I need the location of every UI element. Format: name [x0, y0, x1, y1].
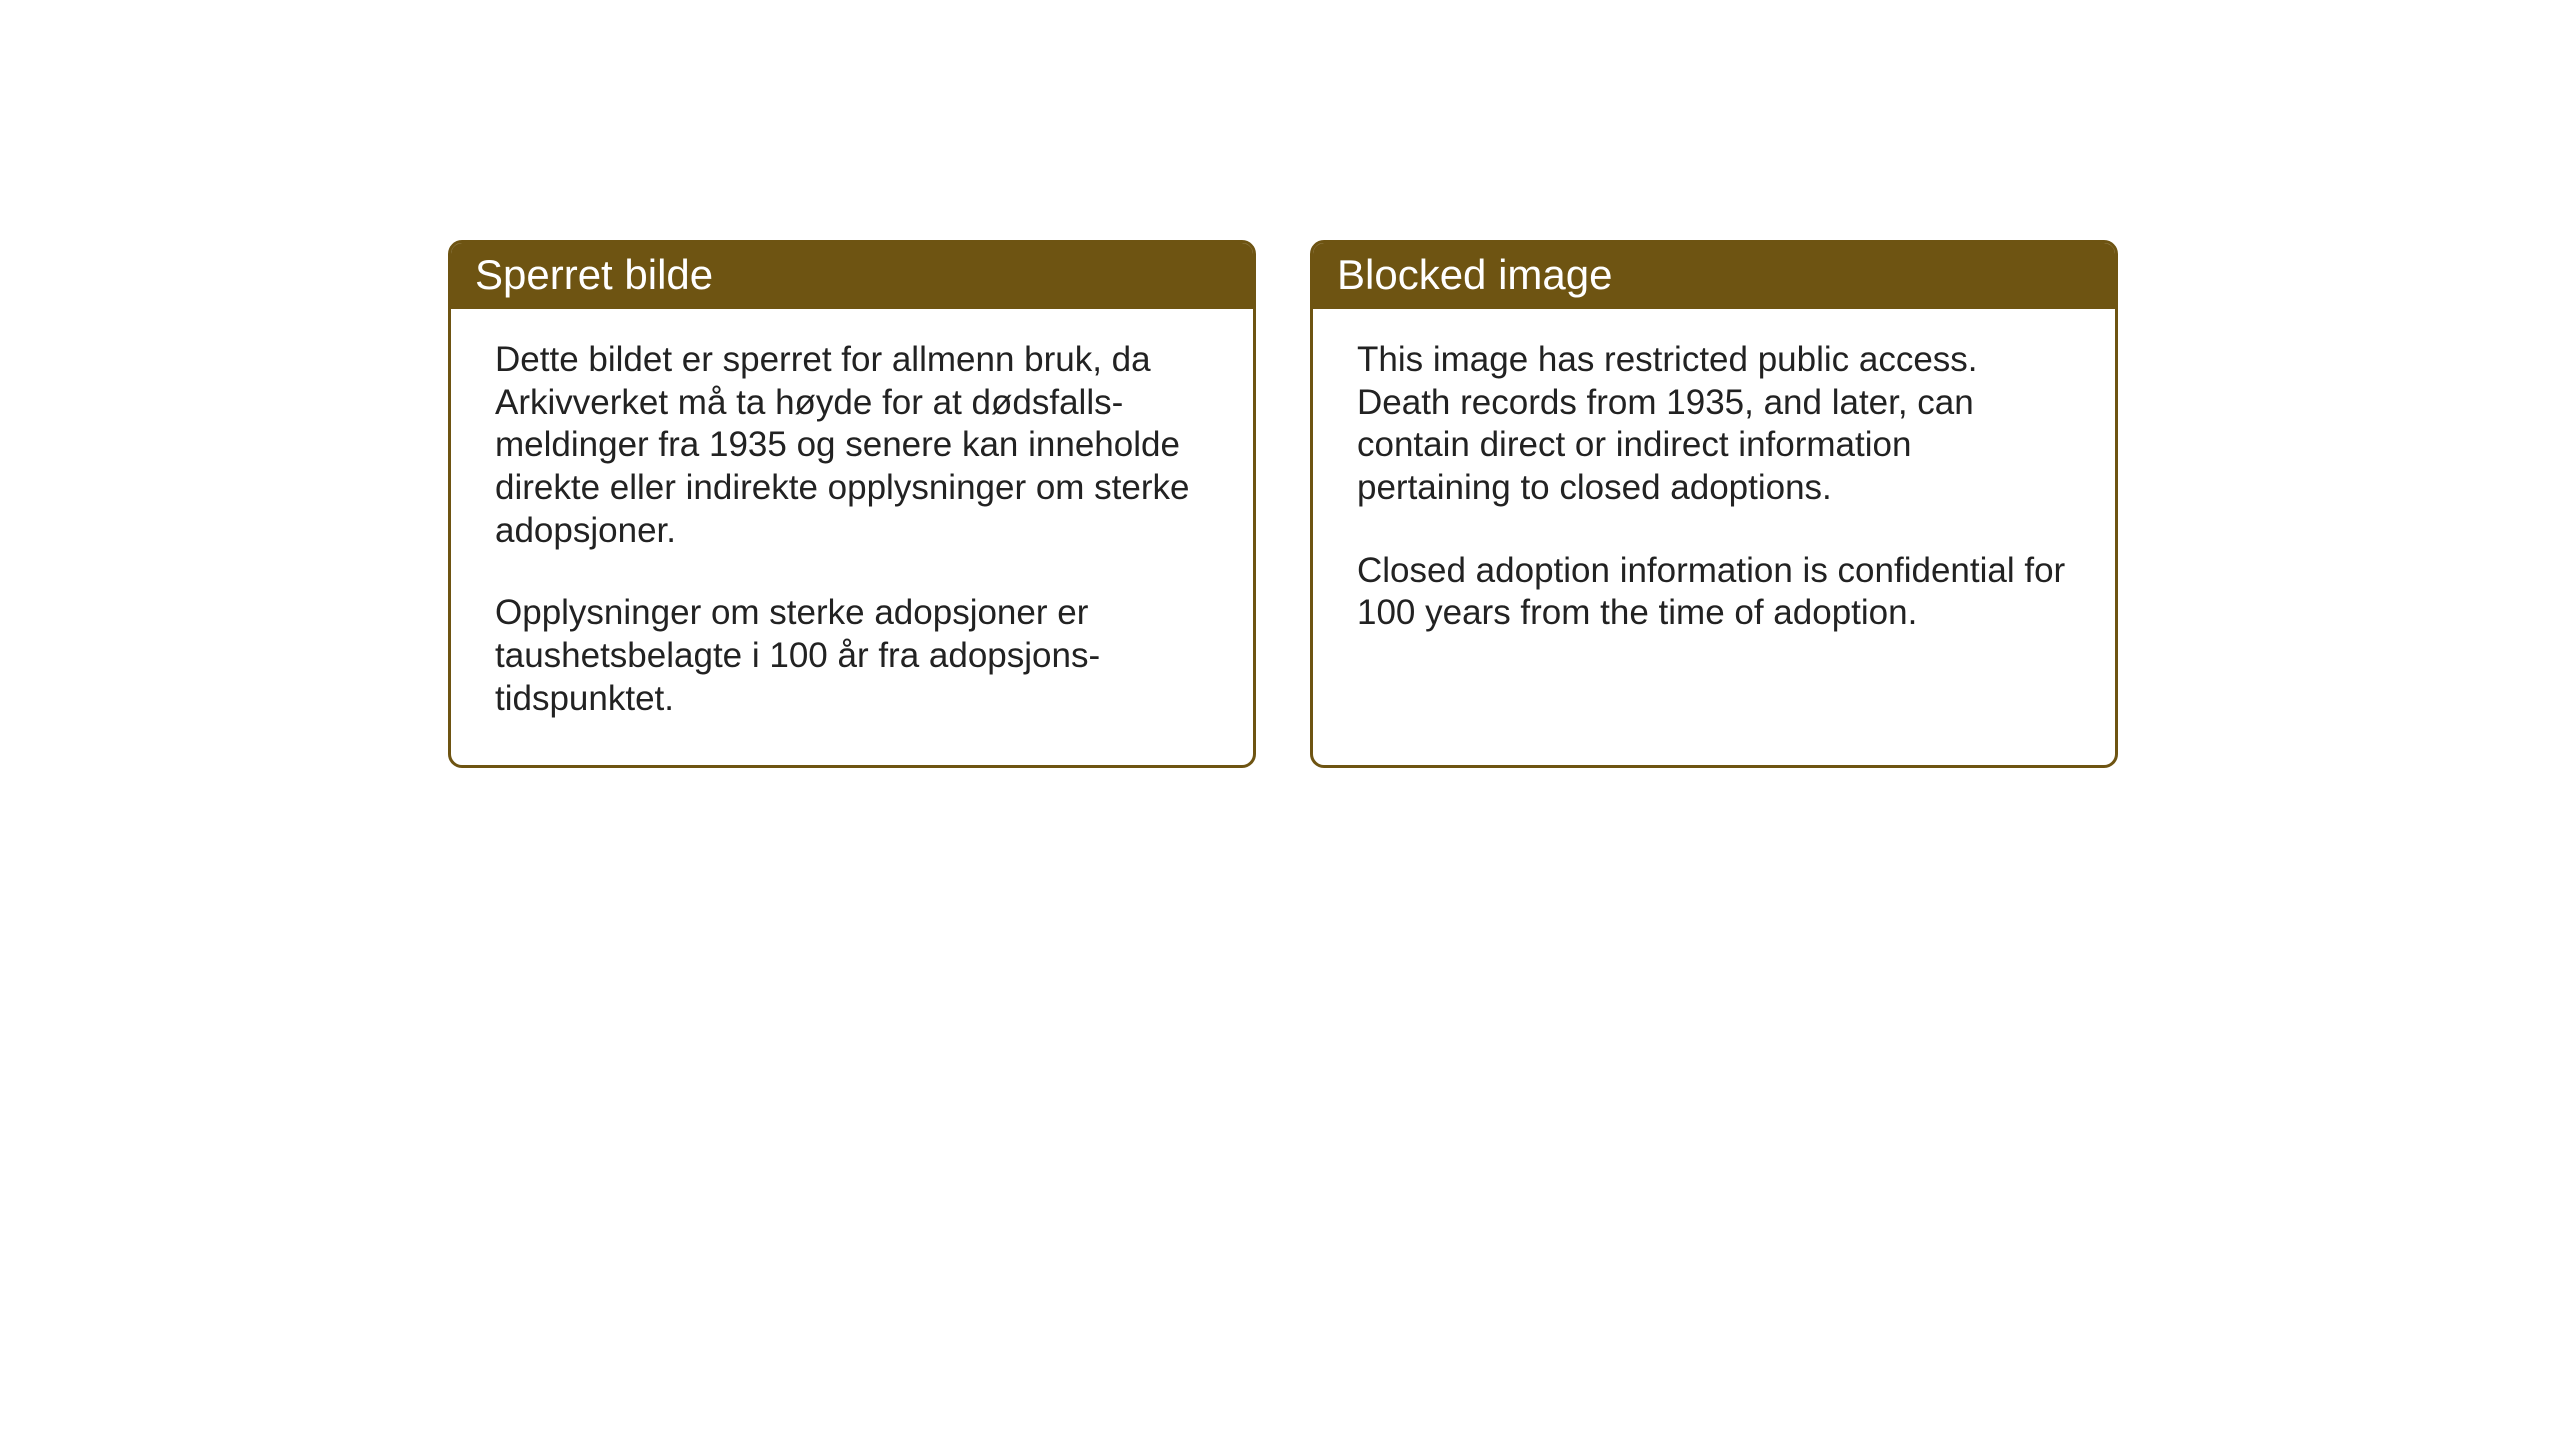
english-paragraph-2: Closed adoption information is confident… — [1357, 550, 2071, 635]
notice-container: Sperret bilde Dette bildet er sperret fo… — [448, 240, 2118, 768]
norwegian-paragraph-2: Opplysninger om sterke adopsjoner er tau… — [495, 592, 1209, 720]
norwegian-paragraph-1: Dette bildet er sperret for allmenn bruk… — [495, 339, 1209, 552]
norwegian-notice-card: Sperret bilde Dette bildet er sperret fo… — [448, 240, 1256, 768]
norwegian-card-body: Dette bildet er sperret for allmenn bruk… — [451, 309, 1253, 765]
english-paragraph-1: This image has restricted public access.… — [1357, 339, 2071, 510]
english-card-title: Blocked image — [1313, 243, 2115, 309]
norwegian-card-title: Sperret bilde — [451, 243, 1253, 309]
english-card-body: This image has restricted public access.… — [1313, 309, 2115, 679]
english-notice-card: Blocked image This image has restricted … — [1310, 240, 2118, 768]
